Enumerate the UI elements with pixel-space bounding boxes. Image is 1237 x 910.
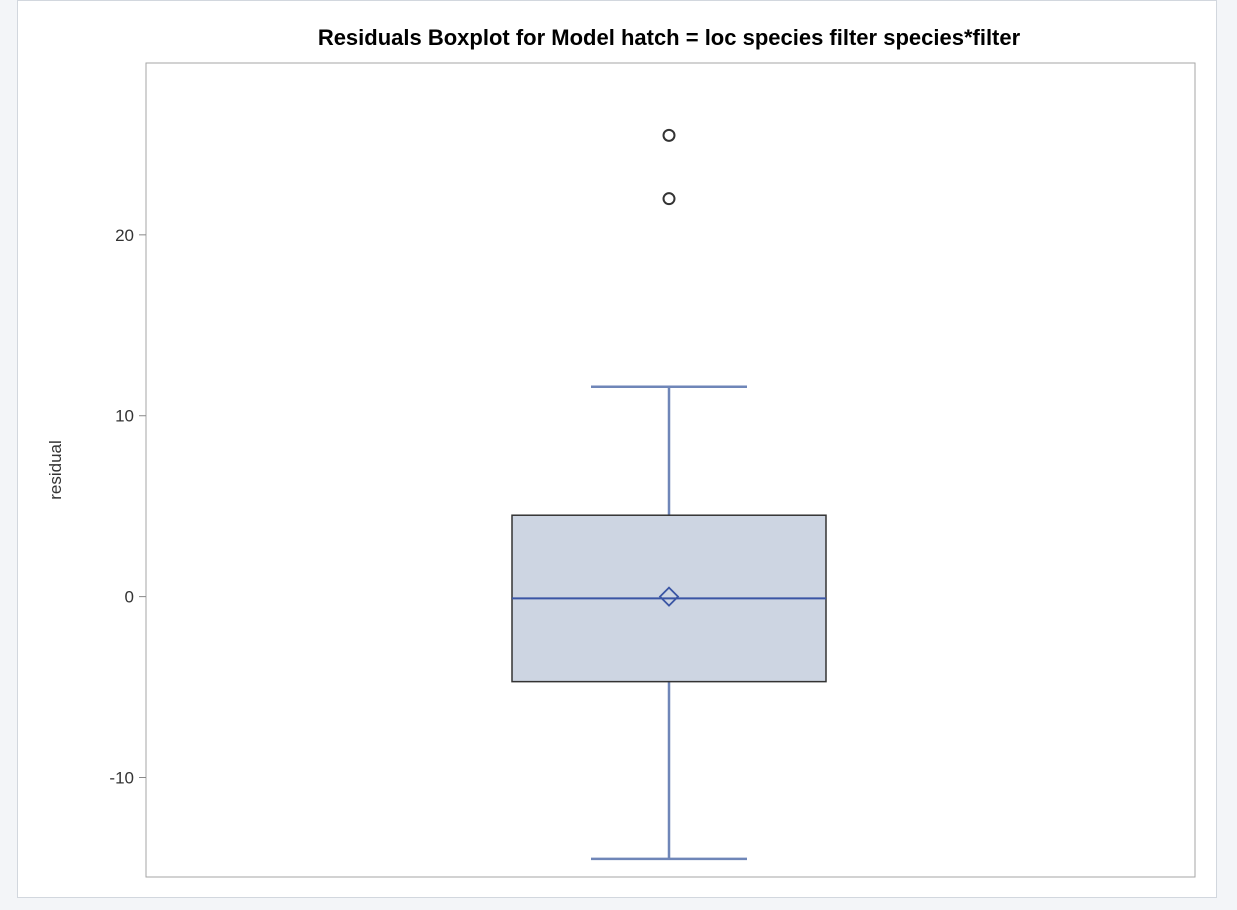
outlier-point bbox=[662, 128, 676, 142]
y-tick-label: -10 bbox=[109, 769, 134, 788]
y-tick-label: 0 bbox=[125, 588, 134, 607]
y-axis-ticks: -10 0 10 20 bbox=[109, 226, 146, 788]
plot-area bbox=[145, 62, 1196, 878]
y-tick-label: 10 bbox=[115, 407, 134, 426]
box-plot bbox=[511, 128, 827, 861]
mean-marker bbox=[658, 586, 680, 607]
outlier-point bbox=[662, 192, 676, 206]
y-tick-label: 20 bbox=[115, 226, 134, 245]
y-axis-label: residual bbox=[46, 440, 65, 500]
chart-title: Residuals Boxplot for Model hatch = loc … bbox=[318, 25, 1021, 50]
